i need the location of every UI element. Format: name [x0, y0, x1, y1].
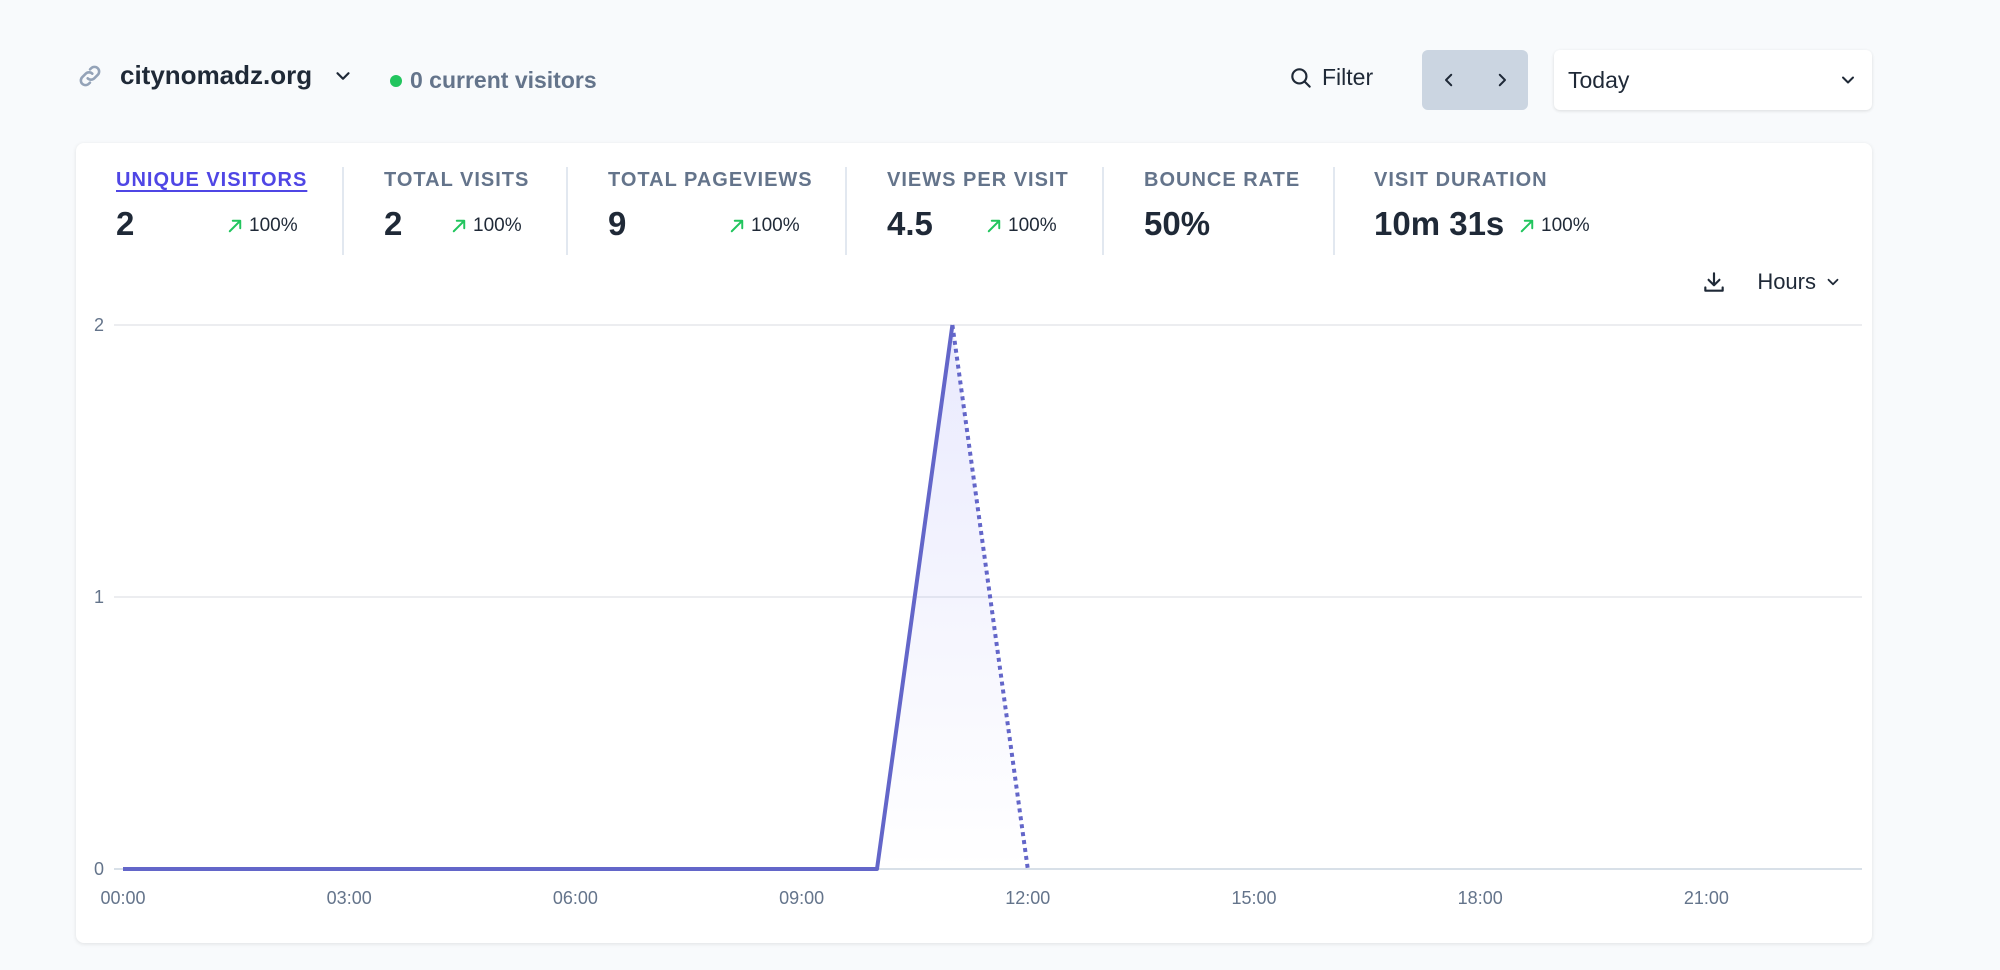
metric-value: 2	[384, 205, 403, 242]
metric-label: VIEWS PER VISIT	[887, 169, 1069, 191]
current-visitors[interactable]: 0 current visitors	[390, 67, 597, 94]
arrow-up-right-icon	[228, 219, 242, 233]
chevron-down-icon	[1827, 278, 1839, 286]
chevron-left-icon	[1444, 73, 1452, 87]
site-domain: citynomadz.org	[120, 60, 313, 90]
top-bar: citynomadz.org 0 current visitors Filter…	[76, 50, 1872, 110]
metric-visit-duration[interactable]: VISIT DURATION 10m 31s 100%	[1374, 169, 1614, 257]
metric-label: VISIT DURATION	[1374, 169, 1548, 191]
arrow-up-right-icon	[452, 219, 466, 233]
metric-change-value: 100%	[751, 215, 800, 236]
x-tick-label: 18:00	[1458, 888, 1503, 908]
metric-value: 50%	[1144, 205, 1211, 242]
filter-button[interactable]: Filter	[1288, 64, 1373, 91]
metric-change: 100%	[450, 215, 522, 237]
series-line-incomplete	[950, 324, 1030, 870]
metric-divider	[566, 167, 568, 255]
metric-label: TOTAL PAGEVIEWS	[608, 169, 813, 191]
metric-label: BOUNCE RATE	[1144, 169, 1301, 191]
metric-divider	[342, 167, 344, 255]
date-range-label: Today	[1568, 66, 1630, 93]
metric-bounce-rate[interactable]: BOUNCE RATE 50%	[1144, 169, 1314, 257]
metric-change: 100%	[985, 215, 1057, 237]
metric-change-value: 100%	[249, 215, 298, 236]
metric-value: 9	[608, 205, 627, 242]
metric-change: 100%	[1518, 215, 1590, 237]
metric-divider	[845, 167, 847, 255]
metric-total-pageviews[interactable]: TOTAL PAGEVIEWS 9 100%	[608, 169, 818, 257]
metric-change: 100%	[728, 215, 800, 237]
metric-value: 10m 31s	[1374, 205, 1505, 242]
download-icon[interactable]	[1701, 269, 1727, 295]
chevron-down-icon	[1842, 76, 1854, 84]
arrow-up-right-icon	[987, 219, 1001, 233]
metric-views-per-visit[interactable]: VIEWS PER VISIT 4.5 100%	[887, 169, 1077, 257]
x-tick-label: 06:00	[553, 888, 598, 908]
search-icon	[1291, 67, 1311, 88]
next-period-button[interactable]	[1475, 50, 1528, 110]
y-tick-label: 2	[94, 315, 104, 335]
chevron-right-icon	[1498, 73, 1506, 87]
arrow-up-right-icon	[1520, 219, 1534, 233]
arrow-up-right-icon	[730, 219, 744, 233]
filter-label: Filter	[1322, 64, 1374, 90]
metric-change-value: 100%	[473, 215, 522, 236]
period-nav	[1422, 50, 1528, 110]
metric-change: 100%	[226, 215, 298, 237]
series-line	[123, 324, 955, 871]
metric-divider	[1333, 167, 1335, 255]
metric-label: UNIQUE VISITORS	[116, 169, 308, 191]
metric-change-value: 100%	[1008, 215, 1057, 236]
metric-label: TOTAL VISITS	[384, 169, 530, 191]
x-tick-label: 03:00	[327, 888, 372, 908]
chevron-down-icon	[336, 71, 350, 80]
y-tick-label: 1	[94, 587, 104, 607]
x-tick-label: 09:00	[779, 888, 824, 908]
x-tick-label: 12:00	[1005, 888, 1050, 908]
link-icon	[79, 65, 101, 86]
date-range-select[interactable]: Today	[1554, 50, 1872, 110]
interval-label: Hours	[1757, 269, 1816, 294]
live-dot-icon	[390, 74, 402, 87]
interval-select[interactable]: Hours	[1757, 269, 1842, 295]
metric-change-value: 100%	[1541, 215, 1590, 236]
current-visitors-label: 0 current visitors	[410, 67, 597, 93]
x-tick-label: 21:00	[1684, 888, 1729, 908]
previous-period-button[interactable]	[1422, 50, 1475, 110]
metric-divider	[1102, 167, 1104, 255]
chart-tools: Hours	[1701, 269, 1842, 295]
metric-value: 2	[116, 205, 135, 242]
metric-value: 4.5	[887, 205, 933, 242]
metric-total-visits[interactable]: TOTAL VISITS 2 100%	[384, 169, 544, 257]
series-area	[123, 325, 1028, 869]
metric-unique-visitors[interactable]: UNIQUE VISITORS 2 100%	[116, 169, 316, 257]
stats-card: UNIQUE VISITORS 2 100% TOTAL VISITS 2 10…	[76, 143, 1872, 943]
y-tick-label: 0	[94, 859, 104, 879]
site-switcher[interactable]: citynomadz.org	[76, 60, 354, 91]
x-tick-label: 15:00	[1231, 888, 1276, 908]
x-tick-label: 00:00	[100, 888, 145, 908]
